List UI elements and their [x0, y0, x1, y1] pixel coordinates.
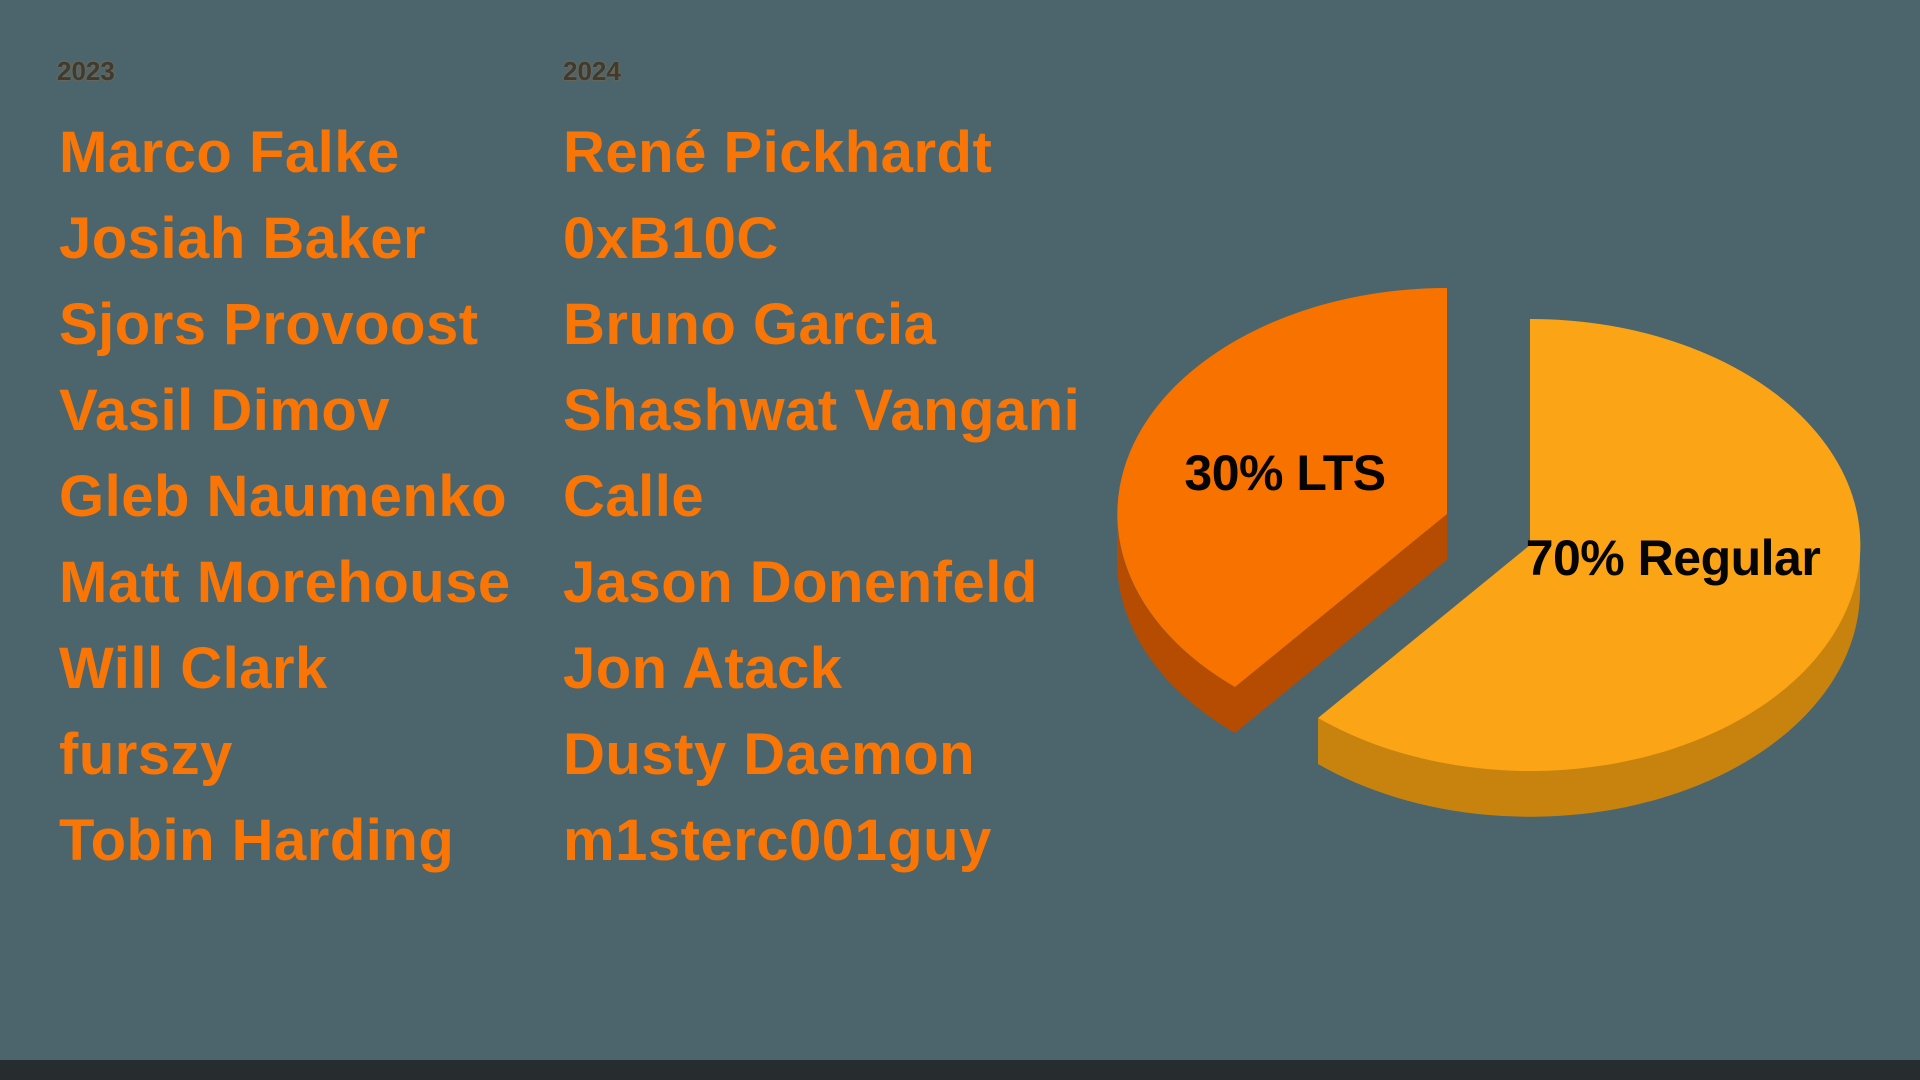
column-header-2024: 2024 [563, 56, 621, 86]
pie-slice-lts [1117, 288, 1447, 687]
pie-slice-regular [1318, 318, 1861, 771]
contributor-name: Marco Falke [59, 120, 400, 185]
contributor-column-2023: Marco Falke Josiah Baker Sjors Provoost … [59, 110, 511, 884]
contributor-name: Calle [563, 464, 705, 529]
pie-label-lts: 30% LTS [1184, 445, 1385, 501]
pie-slice-lts-arc-side [1117, 514, 1235, 733]
contributor-name: René Pickhardt [563, 120, 993, 185]
pie-label-regular: 70% Regular [1526, 530, 1821, 586]
contributor-name: Jason Donenfeld [563, 550, 1038, 615]
contributor-name: Jon Atack [563, 636, 843, 701]
contributor-name: Bruno Garcia [563, 292, 937, 357]
contributor-name: furszy [59, 722, 233, 787]
contributor-name: Gleb Naumenko [59, 464, 508, 529]
pie-slice-regular-side [1318, 545, 1860, 817]
pie-slice-lts-cut-side [1235, 514, 1447, 733]
contributor-name: Dusty Daemon [563, 722, 976, 787]
contributor-name: Vasil Dimov [59, 378, 391, 443]
contributor-name: Sjors Provoost [59, 292, 479, 357]
contributor-name: m1sterc001guy [563, 808, 992, 873]
contributor-name: Josiah Baker [59, 206, 427, 271]
contributor-name: Matt Morehouse [59, 550, 511, 615]
contributor-name: Will Clark [59, 636, 328, 701]
contributor-name: Tobin Harding [59, 808, 455, 873]
bottom-edge-bar [0, 1060, 1920, 1080]
contributor-name: 0xB10C [563, 206, 779, 271]
contributor-name: Shashwat Vangani [563, 378, 1081, 443]
column-header-2023: 2023 [57, 56, 115, 86]
contributor-column-2024: René Pickhardt 0xB10C Bruno Garcia Shash… [563, 110, 1080, 884]
